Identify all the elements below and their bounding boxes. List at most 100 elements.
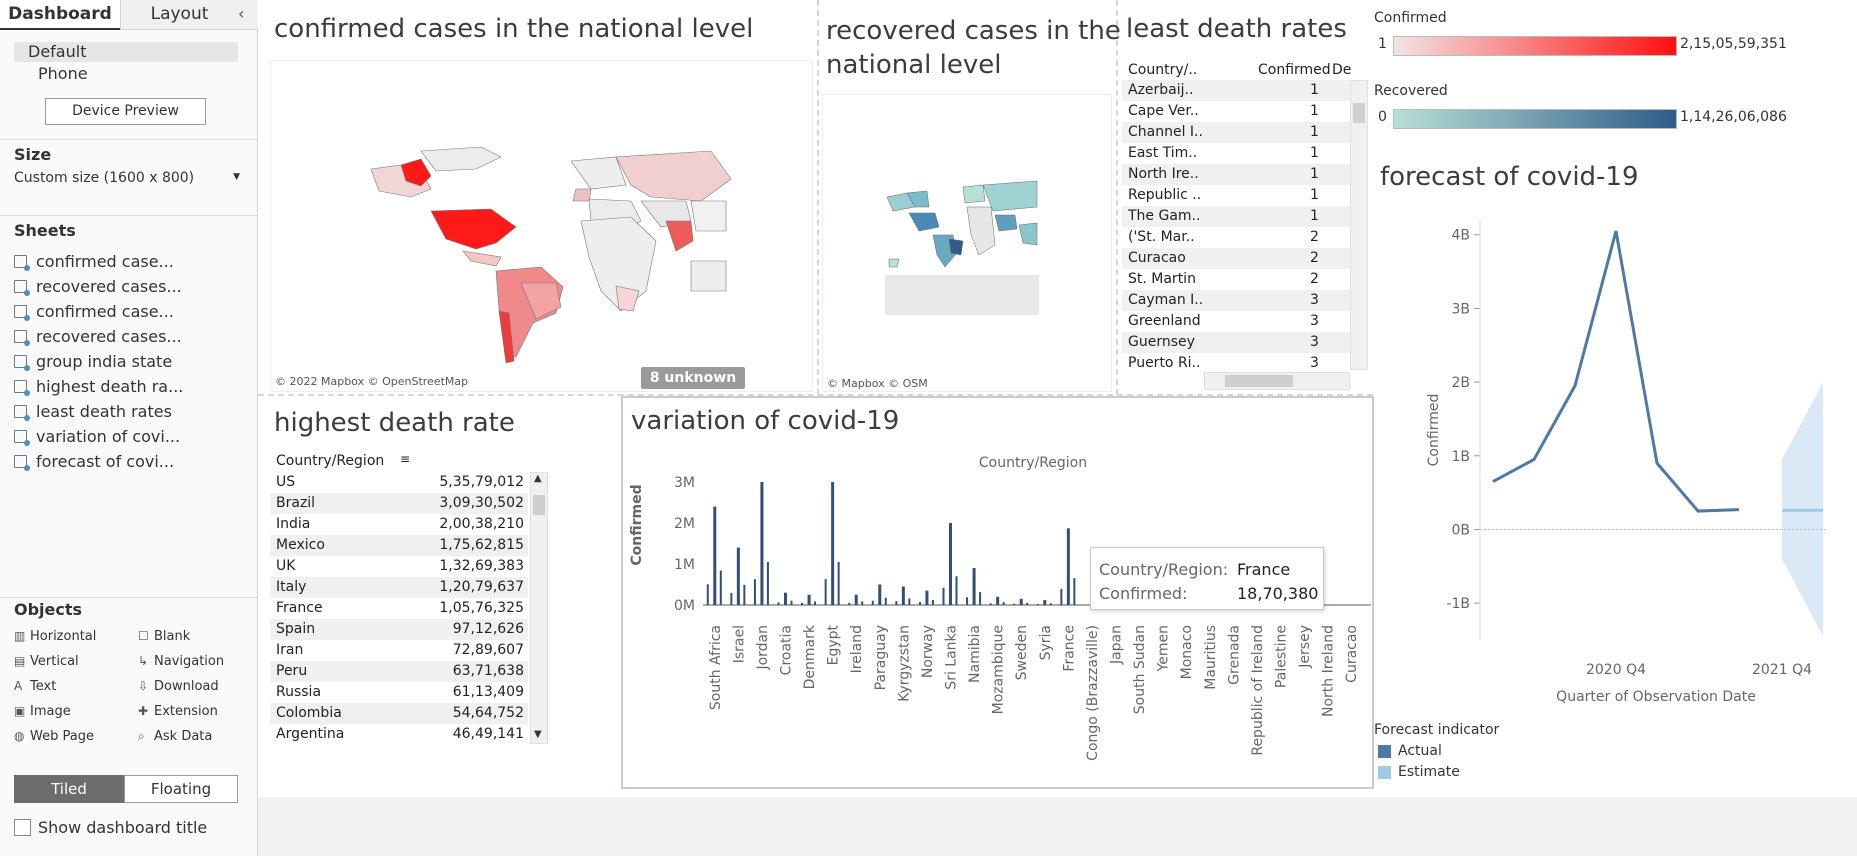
bar[interactable] bbox=[719, 570, 722, 605]
scroll-thumb[interactable] bbox=[533, 495, 545, 515]
bar[interactable] bbox=[895, 601, 898, 605]
size-select[interactable]: Custom size (1600 x 800) ▼ bbox=[14, 170, 240, 186]
legend-item-actual[interactable]: Actual bbox=[1398, 743, 1442, 759]
bar[interactable] bbox=[908, 598, 911, 605]
bar[interactable] bbox=[1036, 603, 1039, 605]
bar[interactable] bbox=[1066, 528, 1070, 605]
object-horizontal[interactable]: ▥ Horizontal bbox=[14, 624, 96, 649]
table-row[interactable]: The Gam.. 1 bbox=[1122, 206, 1350, 227]
table-row[interactable]: Curacao 2 bbox=[1122, 248, 1350, 269]
bar[interactable] bbox=[1049, 603, 1052, 605]
sheet-item[interactable]: variation of covi... bbox=[14, 425, 180, 449]
object-ask-data[interactable]: ⌕ Ask Data bbox=[138, 724, 212, 749]
table-row[interactable]: Peru 63,71,638 bbox=[270, 661, 528, 682]
table-row[interactable]: Argentina 46,49,141 bbox=[270, 724, 528, 744]
sort-icon[interactable]: ≡ bbox=[400, 452, 411, 466]
object-image[interactable]: ▣ Image bbox=[14, 699, 71, 724]
bar[interactable] bbox=[901, 586, 905, 605]
bar[interactable] bbox=[824, 579, 827, 605]
bar[interactable] bbox=[931, 599, 934, 605]
table-row[interactable]: Italy 1,20,79,637 bbox=[270, 577, 528, 598]
actual-line[interactable] bbox=[1492, 230, 1740, 513]
table-row[interactable]: Channel I.. 1 bbox=[1122, 122, 1350, 143]
scroll-thumb[interactable] bbox=[1225, 375, 1293, 387]
bar[interactable] bbox=[713, 506, 717, 605]
object-vertical[interactable]: ▤ Vertical bbox=[14, 649, 79, 674]
bar[interactable] bbox=[1013, 603, 1016, 605]
table-row[interactable]: Brazil 3,09,30,502 bbox=[270, 493, 528, 514]
bar[interactable] bbox=[706, 584, 709, 605]
object-blank[interactable]: ☐ Blank bbox=[138, 624, 190, 649]
least-col-deaths[interactable]: De bbox=[1332, 62, 1352, 78]
tiled-toggle[interactable]: Tiled bbox=[14, 775, 124, 803]
bar[interactable] bbox=[743, 584, 746, 605]
bar[interactable] bbox=[753, 579, 756, 605]
bar[interactable] bbox=[955, 576, 958, 605]
sheet-item[interactable]: confirmed case... bbox=[14, 300, 174, 324]
bar[interactable] bbox=[949, 523, 952, 605]
table-row[interactable]: Mexico 1,75,62,815 bbox=[270, 535, 528, 556]
bar[interactable] bbox=[884, 597, 887, 605]
tab-layout[interactable]: Layout bbox=[120, 0, 258, 30]
bar[interactable] bbox=[972, 568, 976, 605]
table-row[interactable]: UK 1,32,69,383 bbox=[270, 556, 528, 577]
sheet-item[interactable]: recovered cases... bbox=[14, 325, 182, 349]
bar[interactable] bbox=[736, 547, 740, 605]
bar[interactable] bbox=[831, 482, 835, 605]
object-text[interactable]: A Text bbox=[14, 674, 56, 699]
bar[interactable] bbox=[989, 603, 992, 605]
bar[interactable] bbox=[871, 600, 874, 605]
table-row[interactable]: Azerbaij.. 1 bbox=[1122, 80, 1350, 101]
show-title-checkbox[interactable] bbox=[14, 819, 31, 836]
sheet-item[interactable]: forecast of covi... bbox=[14, 450, 174, 474]
table-row[interactable]: Republic .. 1 bbox=[1122, 185, 1350, 206]
table-row[interactable]: Cape Ver.. 1 bbox=[1122, 101, 1350, 122]
device-default[interactable]: Default bbox=[14, 42, 238, 62]
table-row[interactable]: Greenland 3 bbox=[1122, 311, 1350, 332]
bar[interactable] bbox=[814, 601, 817, 605]
sheet-item[interactable]: group india state bbox=[14, 350, 172, 374]
table-row[interactable]: US 5,35,79,012 bbox=[270, 472, 528, 493]
table-row[interactable]: Russia 61,13,409 bbox=[270, 682, 528, 703]
legend-confirmed-gradient[interactable] bbox=[1393, 36, 1677, 56]
tab-dashboard[interactable]: Dashboard bbox=[0, 0, 120, 30]
object-navigation[interactable]: ↳ Navigation bbox=[138, 649, 224, 674]
sheet-item[interactable]: least death rates bbox=[14, 400, 172, 424]
table-row[interactable]: Iran 72,89,607 bbox=[270, 640, 528, 661]
table-row[interactable]: Guernsey 3 bbox=[1122, 332, 1350, 353]
table-row[interactable]: Spain 97,12,626 bbox=[270, 619, 528, 640]
highest-col-country[interactable]: Country/Region bbox=[276, 453, 385, 469]
table-row[interactable]: Colombia 54,64,752 bbox=[270, 703, 528, 724]
bar[interactable] bbox=[854, 594, 858, 605]
bar[interactable] bbox=[807, 594, 811, 605]
scroll-thumb[interactable] bbox=[1353, 103, 1365, 123]
sheet-item[interactable]: confirmed case... bbox=[14, 250, 174, 274]
least-vscrollbar[interactable] bbox=[1350, 80, 1368, 370]
bar[interactable] bbox=[1002, 602, 1005, 605]
least-col-confirmed[interactable]: Confirmed bbox=[1258, 62, 1331, 78]
highest-vscrollbar[interactable]: ▲ ▼ bbox=[530, 472, 548, 744]
object-web-page[interactable]: ◍ Web Page bbox=[14, 724, 94, 749]
bar[interactable] bbox=[837, 561, 840, 605]
sheet-item[interactable]: recovered cases... bbox=[14, 275, 182, 299]
bar[interactable] bbox=[942, 587, 945, 605]
table-row[interactable]: ('St. Mar.. 2 bbox=[1122, 227, 1350, 248]
table-row[interactable]: Cayman I.. 3 bbox=[1122, 290, 1350, 311]
object-extension[interactable]: ✚ Extension bbox=[138, 699, 218, 724]
bar[interactable] bbox=[925, 590, 929, 605]
variation-chart[interactable]: Country/Region Confirmed 0M 1M 2M 3M South Afr… bbox=[623, 445, 1371, 785]
table-row[interactable]: Puerto Ri.. 3 bbox=[1122, 353, 1350, 372]
table-row[interactable]: East Tim.. 1 bbox=[1122, 143, 1350, 164]
bar[interactable] bbox=[801, 602, 804, 605]
bar[interactable] bbox=[848, 602, 851, 605]
chevron-left-icon[interactable]: ‹ bbox=[238, 4, 245, 23]
bar[interactable] bbox=[790, 600, 793, 605]
bar[interactable] bbox=[918, 601, 921, 605]
bar[interactable] bbox=[777, 602, 780, 605]
table-row[interactable]: North Ire.. 1 bbox=[1122, 164, 1350, 185]
table-row[interactable]: India 2,00,38,210 bbox=[270, 514, 528, 535]
bar[interactable] bbox=[1043, 600, 1047, 605]
bar[interactable] bbox=[730, 592, 733, 605]
bar[interactable] bbox=[1026, 602, 1029, 605]
confirmed-map[interactable]: © 2022 Mapbox © OpenStreetMap 8 unknown bbox=[270, 60, 813, 392]
